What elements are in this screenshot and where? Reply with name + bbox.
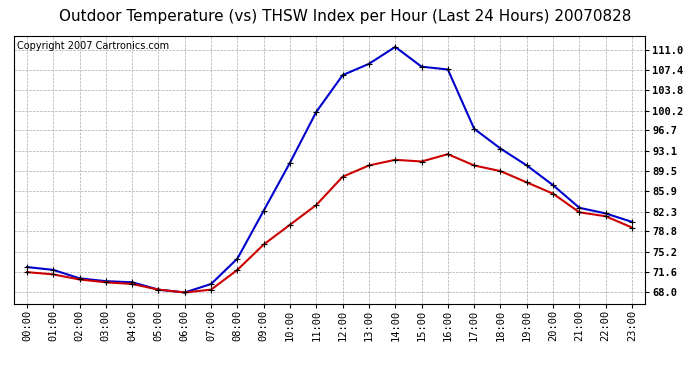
Text: Outdoor Temperature (vs) THSW Index per Hour (Last 24 Hours) 20070828: Outdoor Temperature (vs) THSW Index per … [59,9,631,24]
Text: Copyright 2007 Cartronics.com: Copyright 2007 Cartronics.com [17,41,169,51]
